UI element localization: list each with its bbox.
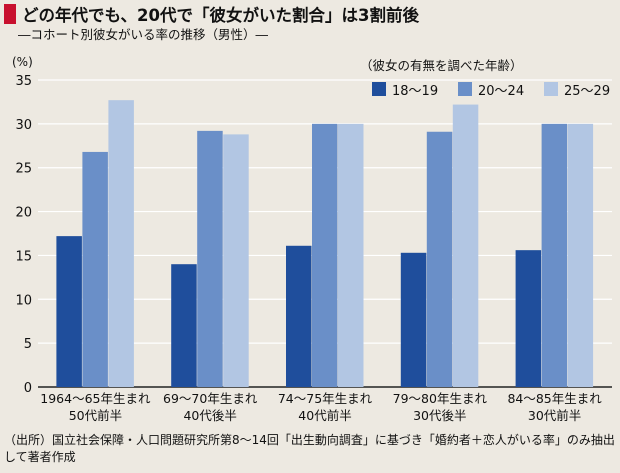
bar-18～19-2: [286, 245, 312, 387]
source-note: （出所）国立社会保障・人口問題研究所第8～14回「出生動向調査」に基づき「婚約者…: [4, 433, 615, 464]
y-tick-label: 5: [24, 337, 32, 352]
bar-18～19-3: [400, 252, 427, 387]
x-tick-label: 69～70年生まれ: [163, 391, 258, 406]
bar-25～29-3: [452, 104, 479, 387]
y-tick-label: 35: [15, 74, 32, 89]
bar-25～29-4: [567, 123, 594, 387]
legend-title: （彼女の有無を調べた年齢）: [360, 58, 523, 73]
x-tick-label: 79～80年生まれ: [393, 391, 488, 406]
x-tick-label: 40代前半: [298, 408, 351, 423]
chart-subtitle: ―コホート別彼女がいる率の推移（男性）―: [18, 27, 269, 42]
y-tick-label: 20: [15, 206, 32, 221]
bar-25～29-2: [338, 123, 364, 387]
bar-18～19-0: [56, 236, 82, 387]
bar-20～24-0: [82, 151, 108, 387]
legend-label-18～19: 18～19: [392, 84, 438, 99]
y-tick-label: 10: [15, 293, 32, 308]
legend-swatch-20～24: [458, 82, 472, 96]
x-tick-label: 30代後半: [413, 408, 466, 423]
legend-label-25～29: 25～29: [564, 84, 610, 99]
y-tick-label: 30: [15, 118, 32, 133]
bar-20～24-4: [541, 123, 568, 387]
x-tick-label: 1964～65年生まれ: [40, 391, 151, 406]
bar-20～24-2: [312, 123, 338, 387]
y-tick-label: 0: [24, 381, 32, 396]
bar-18～19-4: [515, 250, 542, 387]
bar-18～19-1: [171, 264, 197, 387]
bar-25～29-0: [108, 100, 134, 387]
x-tick-label: 50代前半: [69, 408, 122, 423]
x-tick-label: 30代前半: [528, 408, 581, 423]
x-tick-label: 84～85年生まれ: [507, 391, 602, 406]
legend-swatch-25～29: [544, 82, 558, 96]
chart-title: どの年代でも、20代で「彼女がいた割合」は3割前後: [22, 6, 419, 25]
x-tick-label: 74～75年生まれ: [278, 391, 373, 406]
bar-20～24-1: [197, 130, 223, 388]
y-tick-label: 15: [15, 249, 32, 264]
legend-label-20～24: 20～24: [478, 84, 524, 99]
bar-25～29-1: [223, 134, 249, 387]
bar-20～24-3: [426, 131, 453, 387]
x-tick-label: 40代後半: [183, 408, 236, 423]
legend-swatch-18～19: [372, 82, 386, 96]
y-axis-label: (%): [12, 55, 33, 69]
title-marker: [4, 4, 16, 24]
y-tick-label: 25: [15, 162, 32, 177]
